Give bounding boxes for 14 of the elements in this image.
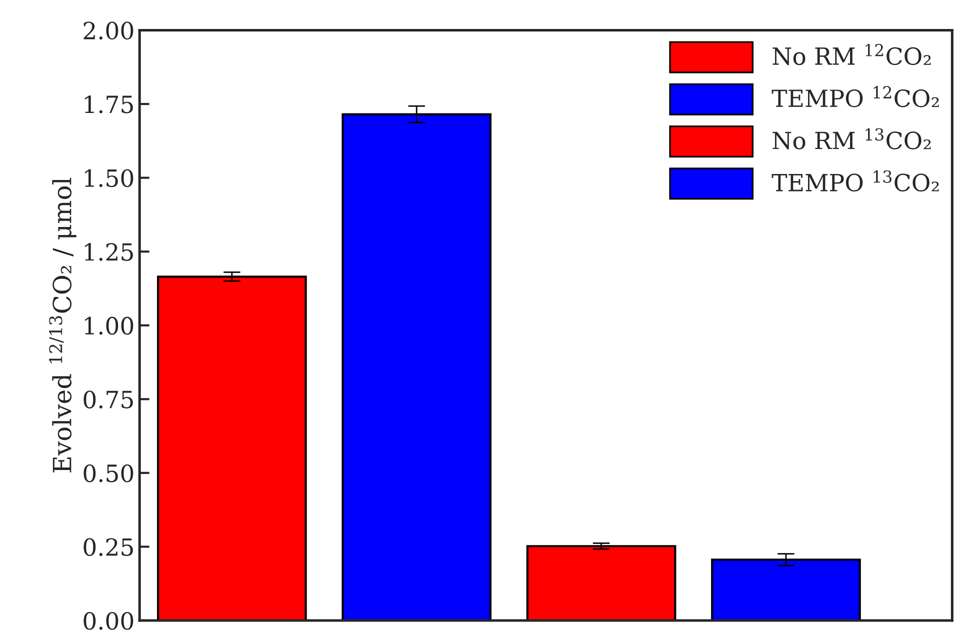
legend-label: No RM $^{13}$CO₂	[772, 128, 931, 150]
y-tick-label: 2.00	[84, 22, 134, 40]
y-tick-label: 1.00	[85, 316, 134, 335]
y-tick-label: 1.50	[85, 169, 134, 188]
y-tick-label: 1.75	[85, 95, 133, 114]
y-tick-label: 0.75	[84, 390, 133, 408]
legend-label: No RM $^{12}$CO₂	[772, 44, 931, 66]
y-tick-label: 0.50	[84, 464, 134, 482]
y-tick-label: 1.25	[85, 243, 133, 261]
y-axis-title: Evolved $^{12/13}$CO₂ / μmol	[49, 178, 76, 472]
legend-label: TEMPO $^{13}$CO₂	[772, 170, 939, 192]
legend-label: TEMPO $^{12}$CO₂	[772, 86, 939, 108]
y-tick-label: 0.00	[84, 612, 134, 630]
y-tick-label: 0.25	[84, 538, 133, 556]
